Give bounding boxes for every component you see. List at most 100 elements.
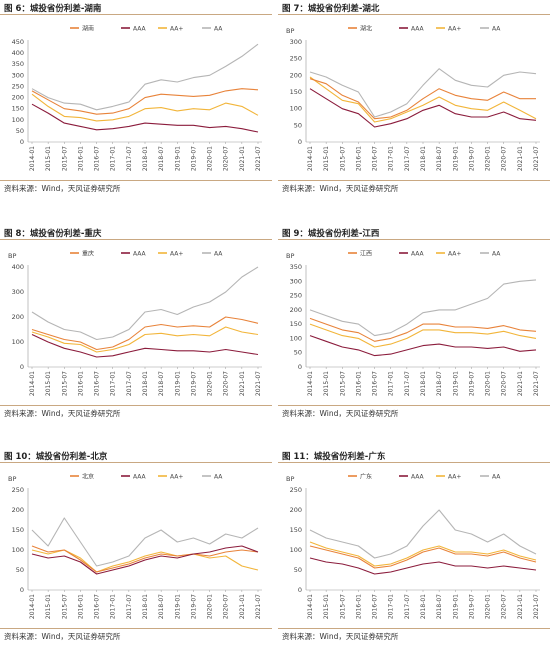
legend-label: AAA	[133, 251, 147, 258]
x-tick-label: 2018-01	[420, 146, 427, 171]
x-tick-label: 2017-07	[126, 371, 133, 396]
legend-label: AA	[214, 251, 223, 258]
x-tick-label: 2017-01	[388, 146, 395, 171]
x-tick-label: 2017-01	[388, 371, 395, 396]
y-unit-label: BP	[8, 475, 16, 483]
y-tick-label: 50	[16, 566, 24, 574]
x-tick-label: 2018-01	[420, 594, 427, 619]
y-tick-label: 0	[20, 363, 24, 371]
x-tick-label: 2018-07	[158, 594, 165, 619]
series-line-aa-plus	[31, 93, 259, 122]
source-note: 资料来源：Wind，天风证券研究所	[282, 409, 399, 418]
legend-label: 湖北	[360, 25, 372, 33]
x-tick-label: 2016-07	[372, 146, 379, 171]
legend-label: 湖南	[82, 25, 94, 33]
y-tick-label: 100	[12, 338, 24, 346]
series-line-province	[309, 317, 537, 342]
y-tick-label: 50	[294, 349, 302, 357]
panel-chongqing: 图 8：城投省份利差-重庆 BP 重庆 AAA AA+ AA 0 100 200 300 400 2…	[0, 225, 272, 425]
title-divider	[0, 462, 272, 463]
source-divider	[278, 405, 550, 406]
x-tick-label: 2017-07	[404, 594, 411, 619]
y-tick-label: 0	[20, 586, 24, 594]
x-tick-label: 2017-01	[110, 146, 117, 171]
line-chart: BP 北京 AAA AA+ AA 0 50 100 150 200 250 2014-01 2015-0…	[8, 473, 262, 619]
series-line-aaa	[309, 88, 537, 128]
x-tick-label: 2019-07	[468, 371, 475, 396]
y-unit-label: BP	[286, 252, 294, 260]
y-tick-label: 300	[290, 38, 302, 46]
series-line-aa-plus	[31, 549, 259, 573]
chart-title: 图 7：城投省份利差-湖北	[282, 4, 380, 14]
x-tick-label: 2016-01	[77, 594, 84, 619]
x-tick-label: 2016-07	[94, 371, 101, 396]
y-tick-label: 200	[290, 506, 302, 514]
source-divider	[0, 405, 272, 406]
chart-title: 图 11：城投省份利差-广东	[282, 452, 386, 462]
x-tick-label: 2017-07	[126, 146, 133, 171]
x-tick-label: 2020-01	[207, 594, 214, 619]
x-tick-label: 2020-07	[501, 594, 508, 619]
x-tick-label: 2021-07	[533, 594, 540, 619]
x-tick-label: 2020-01	[207, 371, 214, 396]
x-tick-label: 2020-07	[501, 371, 508, 396]
series-line-aaa	[309, 557, 537, 575]
x-tick-label: 2015-07	[61, 371, 68, 396]
y-unit-label: BP	[286, 475, 294, 483]
x-tick-label: 2014-01	[29, 146, 36, 171]
x-tick-label: 2019-01	[452, 371, 459, 396]
y-tick-label: 50	[294, 566, 302, 574]
legend-label: AA	[492, 26, 501, 33]
x-tick-label: 2016-07	[94, 146, 101, 171]
legend-label: AA+	[170, 26, 183, 33]
panel-hunan: 图 6：城投省份利差-湖南 湖南 AAA AA+ AA 0 50 100 150 200 250 3…	[0, 0, 272, 200]
y-tick-label: 250	[12, 82, 24, 90]
title-divider	[278, 14, 550, 15]
chart-title: 图 9：城投省份利差-江西	[282, 229, 380, 239]
legend-label: 重庆	[82, 250, 94, 258]
x-tick-label: 2016-01	[77, 146, 84, 171]
y-tick-label: 150	[290, 320, 302, 328]
series-line-aa-plus	[309, 76, 537, 123]
x-tick-label: 2016-01	[355, 146, 362, 171]
x-tick-label: 2018-01	[142, 371, 149, 396]
y-tick-label: 400	[12, 49, 24, 57]
x-tick-label: 2016-07	[94, 594, 101, 619]
legend-label: AAA	[411, 251, 425, 258]
x-tick-label: 2020-01	[485, 371, 492, 396]
x-tick-label: 2020-07	[223, 594, 230, 619]
x-tick-label: 2018-07	[436, 594, 443, 619]
y-tick-label: 250	[290, 55, 302, 63]
x-tick-label: 2015-07	[61, 594, 68, 619]
x-tick-label: 2021-07	[533, 146, 540, 171]
y-tick-label: 0	[298, 586, 302, 594]
x-tick-label: 2015-01	[45, 371, 52, 396]
source-divider	[0, 628, 272, 629]
legend-label: AA+	[170, 251, 183, 258]
x-tick-label: 2015-01	[323, 371, 330, 396]
title-divider	[0, 239, 272, 240]
line-chart: BP 湖北 AAA AA+ AA 0 50 100 150 200 250 300 2014-01 201…	[286, 25, 540, 171]
x-tick-label: 2017-07	[126, 594, 133, 619]
source-note: 资料来源：Wind，天风证券研究所	[282, 632, 399, 641]
y-tick-label: 200	[290, 306, 302, 314]
x-tick-label: 2021-01	[517, 371, 524, 396]
x-tick-label: 2016-07	[372, 594, 379, 619]
x-tick-label: 2021-01	[517, 594, 524, 619]
chart-title: 图 8：城投省份利差-重庆	[4, 229, 102, 239]
legend-label: AA+	[448, 26, 461, 33]
y-tick-label: 250	[290, 292, 302, 300]
series-line-province	[31, 545, 259, 573]
source-note: 资料来源：Wind，天风证券研究所	[4, 632, 121, 641]
y-tick-label: 150	[290, 526, 302, 534]
line-chart: BP 重庆 AAA AA+ AA 0 100 200 300 400 2014-01 2015-01 2…	[8, 250, 262, 396]
x-tick-label: 2015-07	[339, 146, 346, 171]
x-tick-label: 2019-01	[174, 371, 181, 396]
x-tick-label: 2021-01	[517, 146, 524, 171]
x-tick-label: 2015-07	[339, 371, 346, 396]
x-tick-label: 2016-01	[355, 371, 362, 396]
y-tick-label: 50	[294, 121, 302, 129]
series-line-aa	[31, 266, 259, 341]
series-line-aa	[31, 517, 259, 567]
x-tick-label: 2018-07	[158, 146, 165, 171]
